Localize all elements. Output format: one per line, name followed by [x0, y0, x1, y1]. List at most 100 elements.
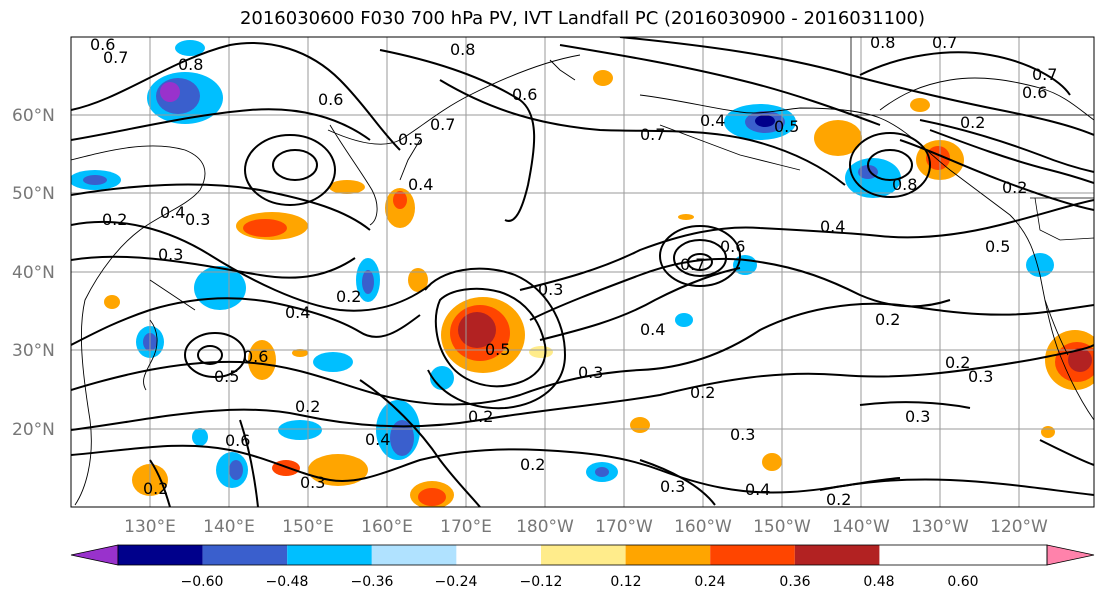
lon-label: 170°W: [595, 517, 653, 537]
contour-label: 0.8: [870, 33, 895, 52]
contour-label: 0.3: [578, 363, 603, 382]
contour-label: 0.2: [875, 310, 900, 329]
pc-patch: [678, 214, 694, 220]
pc-patch: [595, 467, 609, 477]
colorbar-tick-label: 0.36: [779, 574, 810, 590]
pc-patch: [243, 219, 287, 237]
contour-label: 0.3: [185, 210, 210, 229]
lat-label: 40°N: [12, 263, 55, 283]
pc-shading: [71, 40, 1094, 507]
pc-patch: [430, 366, 454, 390]
contour-label: 0.4: [365, 430, 390, 449]
lon-label: 180°W: [516, 517, 574, 537]
pc-patch: [104, 295, 120, 309]
contour-label: 0.4: [700, 111, 725, 130]
contour-label: 0.5: [214, 367, 239, 386]
lat-label: 60°N: [12, 106, 55, 126]
contour-label: 0.2: [690, 383, 715, 402]
map-title: 2016030600 F030 700 hPa PV, IVT Landfall…: [239, 8, 926, 29]
contour-label: 0.2: [1002, 178, 1027, 197]
contour-label: 0.7: [430, 115, 455, 134]
colorbar-segment: [456, 545, 541, 565]
colorbar-tick-label: 0.60: [947, 574, 978, 590]
lon-label: 170°E: [440, 517, 492, 537]
colorbar-tick-label: −0.60: [181, 574, 224, 590]
contour-label: 0.3: [968, 367, 993, 386]
contour-label: 0.3: [158, 245, 183, 264]
pc-patch: [755, 115, 775, 127]
lon-label: 130°E: [124, 517, 176, 537]
pc-patch: [1026, 253, 1054, 277]
colorbar-segment: [794, 545, 880, 565]
pc-patch: [529, 346, 553, 358]
pc-patch: [630, 417, 650, 433]
contour-label: 0.7: [103, 48, 128, 67]
contour-label: 0.7: [1032, 65, 1057, 84]
contour-label: 0.6: [243, 347, 268, 366]
lon-label: 140°E: [203, 517, 255, 537]
longitude-labels: 130°E 140°E 150°E 160°E 170°E 180°W 170°…: [124, 517, 1048, 537]
pc-patch: [313, 352, 353, 372]
pc-patch: [83, 175, 107, 185]
contour-label: 0.4: [640, 320, 665, 339]
contour-label: 0.8: [892, 175, 917, 194]
colorbar-tick-label: −0.48: [266, 574, 309, 590]
pc-patch: [814, 120, 862, 156]
contour-label: 0.2: [336, 287, 361, 306]
lon-label: 120°W: [990, 517, 1048, 537]
pc-patch: [675, 313, 693, 327]
pc-patch: [593, 70, 613, 86]
pc-patch: [329, 180, 365, 194]
contour-label: 0.8: [450, 40, 475, 59]
contour-label: 0.4: [408, 175, 433, 194]
colorbar-tick-label: 0.24: [694, 574, 725, 590]
contour-label: 0.8: [178, 55, 203, 74]
pc-patch: [910, 98, 930, 112]
contour-label: 0.3: [905, 407, 930, 426]
pc-patch: [762, 453, 782, 471]
contour-label: 0.6: [1022, 83, 1047, 102]
contour-label: 0.5: [485, 340, 510, 359]
pc-patch: [160, 82, 180, 102]
contour-label: 0.6: [318, 90, 343, 109]
pc-patch: [418, 488, 446, 506]
pc-patch: [362, 270, 374, 294]
contour-label: 0.2: [143, 479, 168, 498]
lat-label: 50°N: [12, 184, 55, 204]
contour-label: 0.3: [730, 425, 755, 444]
contour-label: 0.5: [774, 117, 799, 136]
contour-label: 0.2: [520, 455, 545, 474]
pv-contours: [71, 37, 1094, 507]
latitude-labels: 60°N 50°N 40°N 30°N 20°N: [12, 106, 55, 440]
colorbar-segment: [541, 545, 626, 565]
contour-label: 0.6: [720, 237, 745, 256]
contour-label: 0.6: [90, 35, 115, 54]
map-frame: [70, 36, 1095, 508]
lat-label: 30°N: [12, 341, 55, 361]
lon-label: 160°E: [361, 517, 413, 537]
contour-label: 0.3: [538, 280, 563, 299]
pc-patch: [1041, 426, 1055, 438]
colorbar-segment: [202, 545, 288, 565]
contour-label: 0.7: [680, 255, 705, 274]
colorbar-extend-min: [70, 544, 119, 566]
colorbar-frame: [117, 544, 1048, 566]
contour-label: 0.2: [102, 210, 127, 229]
contour-label: 0.2: [945, 353, 970, 372]
pc-patch: [1068, 348, 1092, 372]
contour-label: 0.2: [960, 113, 985, 132]
colorbar-segment: [287, 545, 372, 565]
contour-labels: 0.6 0.7 0.8 0.6 0.7 0.5 0.4 0.7 0.6 0.5 …: [90, 33, 1057, 507]
contour-label: 0.5: [398, 130, 423, 149]
pc-patch: [229, 460, 243, 480]
colorbar-segment: [710, 545, 795, 565]
colorbar-tick-label: −0.12: [520, 574, 563, 590]
lon-label: 140°W: [832, 517, 890, 537]
contour-label: 0.4: [160, 203, 185, 222]
lon-label: 150°W: [753, 517, 811, 537]
colorbar-tick-label: −0.36: [351, 574, 394, 590]
contour-label: 0.3: [660, 477, 685, 496]
contour-label: 0.5: [985, 237, 1010, 256]
contour-label: 0.7: [640, 125, 665, 144]
